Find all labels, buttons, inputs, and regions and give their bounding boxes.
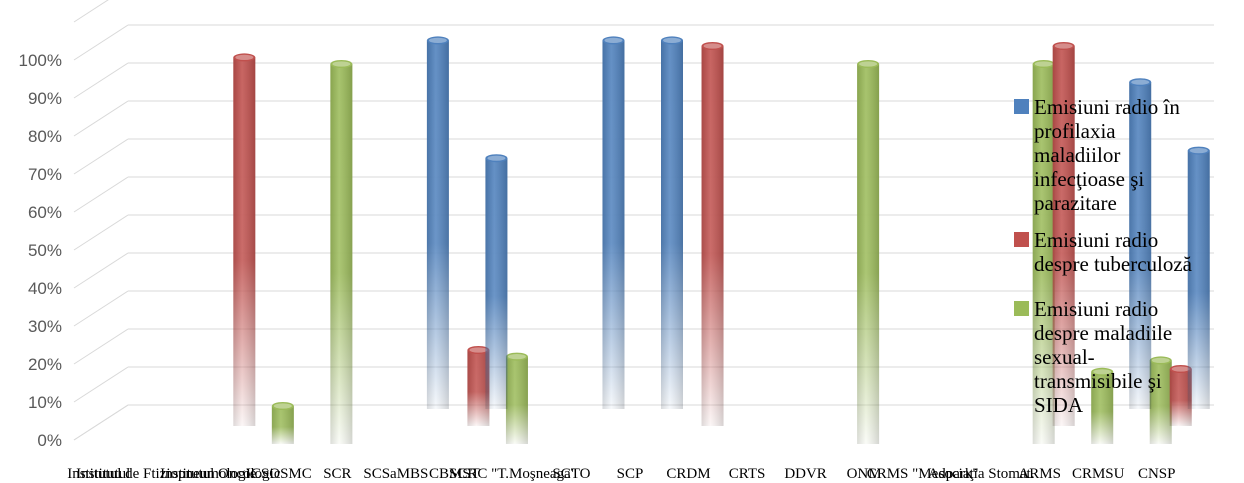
x-category-label: CNSP — [1138, 466, 1176, 482]
legend-line: maladiilor — [1034, 143, 1120, 167]
y-axis-ticks: 0% 10% 20% 30% 40% 50% 60% 70% 80% 90% 100% — [19, 51, 62, 450]
gridline-diagonal — [73, 366, 129, 403]
legend-line: sexual- — [1034, 345, 1095, 369]
bar-3-7 — [505, 352, 528, 444]
y-tick-label: 20% — [28, 355, 62, 374]
x-category-label: CRTS — [729, 466, 766, 482]
x-category-label: ONM — [847, 466, 882, 482]
bar-1-17 — [1129, 78, 1152, 409]
x-category-label: DDVR — [784, 466, 827, 482]
legend-swatch-sida — [1014, 301, 1029, 316]
y-tick-label: 90% — [28, 89, 62, 108]
bar-3-18 — [1149, 356, 1172, 444]
bar-2-18 — [1169, 365, 1192, 426]
legend-line: SIDA — [1034, 393, 1084, 417]
x-category-label: Institutul de Ftiziopneumologie — [67, 466, 256, 482]
bar-3-17 — [1091, 367, 1114, 444]
legend-line: profilaxia — [1034, 119, 1116, 143]
bar-2-6 — [467, 346, 490, 426]
gridline-diagonal — [73, 100, 129, 137]
bar-1-9 — [661, 36, 683, 410]
legend-label-tuberculoza: Emisiuni radio despre tuberculoză — [1034, 228, 1193, 276]
bar-3-13 — [857, 60, 880, 444]
bars — [233, 36, 1210, 444]
y-tick-label: 50% — [28, 241, 62, 260]
legend-line: Emisiuni radio — [1034, 228, 1158, 252]
y-tick-label: 10% — [28, 393, 62, 412]
x-category-label: CRMS "Medpark" — [867, 466, 979, 482]
x-category-label: ARMS — [1018, 466, 1061, 482]
x-category-label: SCTO — [552, 466, 590, 482]
x-category-label: Institutul — [76, 466, 130, 482]
gridline-diagonal — [73, 176, 129, 213]
legend-line: despre maladiile — [1034, 321, 1172, 345]
legend-label-sida: Emisiuni radio despre maladiile sexual- … — [1034, 297, 1177, 417]
floor-edge — [73, 404, 129, 441]
y-tick-label: 0% — [37, 431, 62, 450]
y-tick-label: 60% — [28, 203, 62, 222]
gridline-diagonal — [73, 138, 129, 175]
x-category-label: Institutul Oncologic — [160, 466, 281, 482]
x-category-label: SCR — [323, 466, 351, 482]
legend-line: Emisiuni radio — [1034, 297, 1158, 321]
y-tick-label: 40% — [28, 279, 62, 298]
y-tick-label: 80% — [28, 127, 62, 146]
y-tick-label: 100% — [19, 51, 62, 70]
bar-1-6 — [485, 154, 508, 409]
x-category-label: SCRC "T.Moşneaga" — [449, 466, 577, 482]
gridline-diagonal — [73, 24, 129, 61]
bar-2-10 — [701, 42, 724, 426]
bar-3-16 — [1032, 60, 1055, 444]
x-category-label: CRDM — [666, 466, 710, 482]
x-category-label: CBMST — [429, 466, 480, 482]
bar-1-8 — [602, 36, 625, 410]
legend-line: parazitare — [1034, 191, 1117, 215]
gridline-diagonal — [73, 252, 129, 289]
gridline-diagonal — [73, 62, 129, 99]
legend-swatch-infectioase — [1014, 99, 1029, 114]
gridline-diagonal — [73, 328, 129, 365]
gridline-diagonal — [73, 0, 109, 23]
bar-2-2 — [233, 53, 256, 427]
legend-swatch-tuberculoza — [1014, 232, 1029, 247]
legend-line: infecţioase şi — [1034, 167, 1144, 191]
gridline-diagonal — [73, 290, 129, 327]
legend-line: transmisibile şi — [1034, 369, 1162, 393]
x-category-label: CRMSU — [1072, 466, 1125, 482]
bar-1-5 — [426, 36, 449, 410]
x-category-label: SCP — [617, 466, 644, 482]
legend-label-infectioase: Emisiuni radio în profilaxia maladiilor … — [1034, 95, 1185, 215]
legend: Emisiuni radio în profilaxia maladiilor … — [1014, 95, 1193, 417]
y-tick-label: 70% — [28, 165, 62, 184]
legend-line: despre tuberculoză — [1034, 252, 1193, 276]
x-category-label: ICSOSMC — [246, 466, 312, 482]
legend-line: Emisiuni radio în — [1034, 95, 1180, 119]
x-category-label: Asociaţia Stomat. — [928, 466, 1035, 482]
y-tick-label: 30% — [28, 317, 62, 336]
bar-2-16 — [1052, 42, 1075, 426]
gridline-diagonal — [73, 214, 129, 251]
bar-3-4 — [330, 60, 353, 444]
bar-1-18 — [1187, 146, 1210, 409]
x-category-label: SCSaMBS — [363, 466, 428, 482]
bar-3-3 — [271, 402, 294, 444]
